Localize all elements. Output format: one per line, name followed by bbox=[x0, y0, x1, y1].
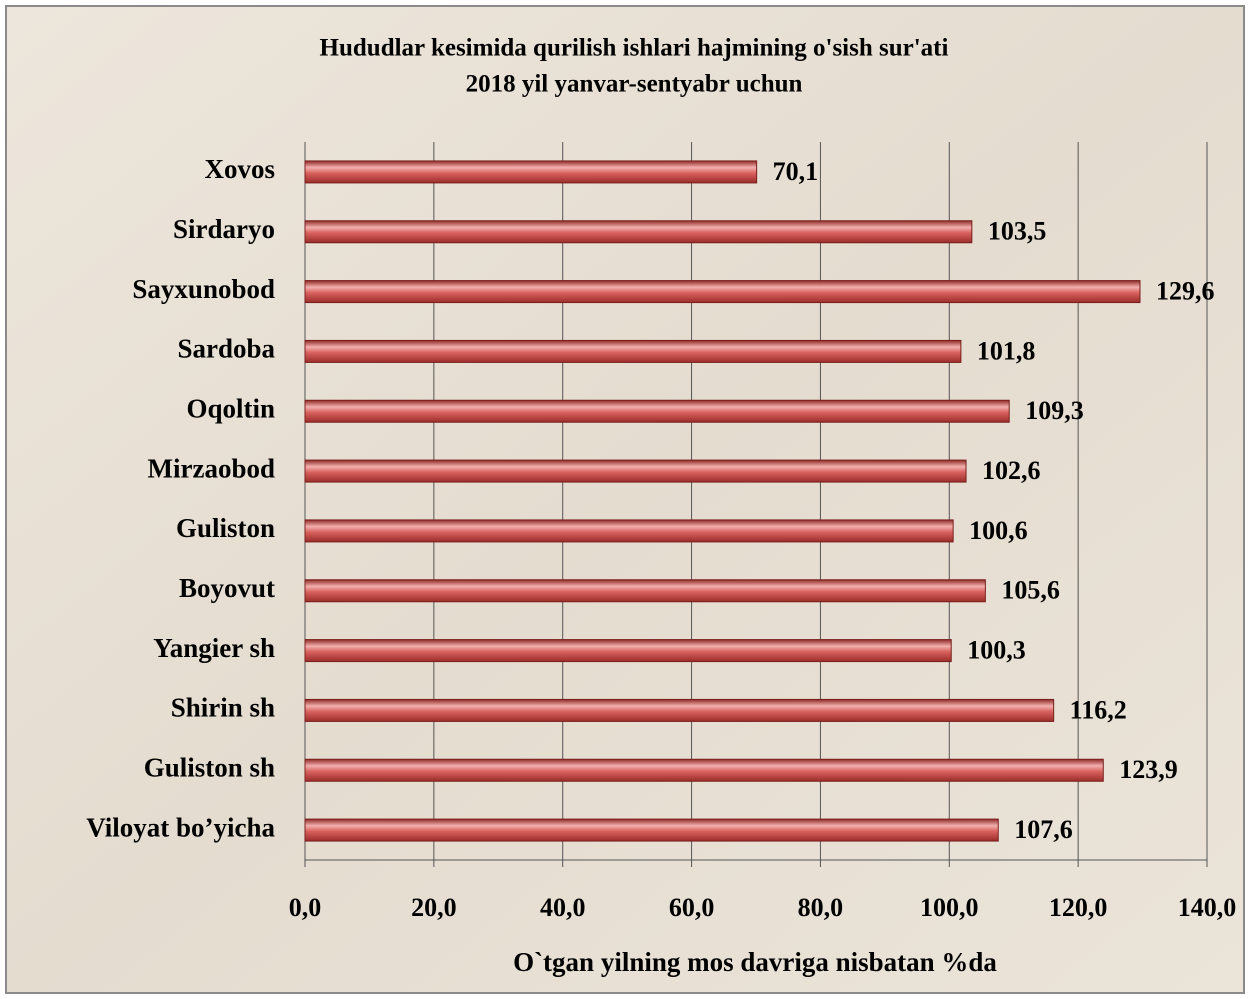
y-tick-label: Xovos bbox=[204, 154, 275, 184]
data-label: 70,1 bbox=[773, 157, 819, 186]
data-label: 105,6 bbox=[1001, 576, 1060, 605]
y-tick-label: Viloyat bo’yicha bbox=[86, 812, 275, 842]
chart-background bbox=[5, 5, 1245, 994]
x-axis-title: O`tgan yilning mos davriga nisbatan %da bbox=[513, 947, 997, 977]
x-tick-label: 140,0 bbox=[1178, 893, 1237, 922]
y-tick-label: Guliston bbox=[176, 513, 275, 543]
data-label: 116,2 bbox=[1070, 695, 1127, 724]
data-label: 107,6 bbox=[1014, 815, 1073, 844]
data-label: 109,3 bbox=[1025, 396, 1084, 425]
x-tick-label: 80,0 bbox=[798, 893, 844, 922]
y-tick-label: Yangier sh bbox=[153, 633, 275, 663]
bar bbox=[304, 519, 954, 543]
data-label: 100,6 bbox=[969, 516, 1027, 545]
x-tick-label: 0,0 bbox=[289, 893, 322, 922]
y-tick-label: Boyovut bbox=[179, 573, 275, 603]
bar bbox=[304, 220, 973, 244]
bar bbox=[304, 818, 999, 842]
bar bbox=[304, 579, 986, 603]
data-label: 100,3 bbox=[967, 636, 1025, 665]
x-tick-label: 60,0 bbox=[669, 893, 715, 922]
y-tick-label: Shirin sh bbox=[171, 693, 275, 723]
bar bbox=[304, 280, 1141, 304]
y-tick-label: Sardoba bbox=[177, 334, 275, 364]
y-tick-label: Sayxunobod bbox=[132, 274, 275, 304]
chart-title: Hududlar kesimida qurilish ishlari hajmi… bbox=[320, 35, 949, 62]
chart-subtitle: 2018 yil yanvar-sentyabr uchun bbox=[466, 71, 803, 98]
data-label: 129,6 bbox=[1156, 277, 1215, 306]
y-tick-label: Guliston sh bbox=[144, 752, 275, 782]
bar bbox=[304, 459, 967, 483]
bar bbox=[304, 160, 758, 184]
bar bbox=[304, 339, 962, 363]
data-label: 103,5 bbox=[988, 217, 1047, 246]
data-label: 101,8 bbox=[977, 336, 1035, 365]
x-tick-label: 40,0 bbox=[540, 893, 586, 922]
x-tick-label: 20,0 bbox=[411, 893, 457, 922]
x-tick-label: 100,0 bbox=[920, 893, 979, 922]
data-label: 102,6 bbox=[982, 456, 1040, 485]
data-label: 123,9 bbox=[1119, 755, 1178, 784]
y-tick-label: Oqoltin bbox=[186, 393, 275, 423]
bar bbox=[304, 639, 952, 663]
bar bbox=[304, 698, 1055, 722]
y-tick-label: Mirzaobod bbox=[148, 453, 276, 483]
bar bbox=[304, 399, 1010, 423]
x-tick-label: 120,0 bbox=[1049, 893, 1108, 922]
y-tick-label: Sirdaryo bbox=[173, 214, 275, 244]
bar bbox=[304, 758, 1104, 782]
